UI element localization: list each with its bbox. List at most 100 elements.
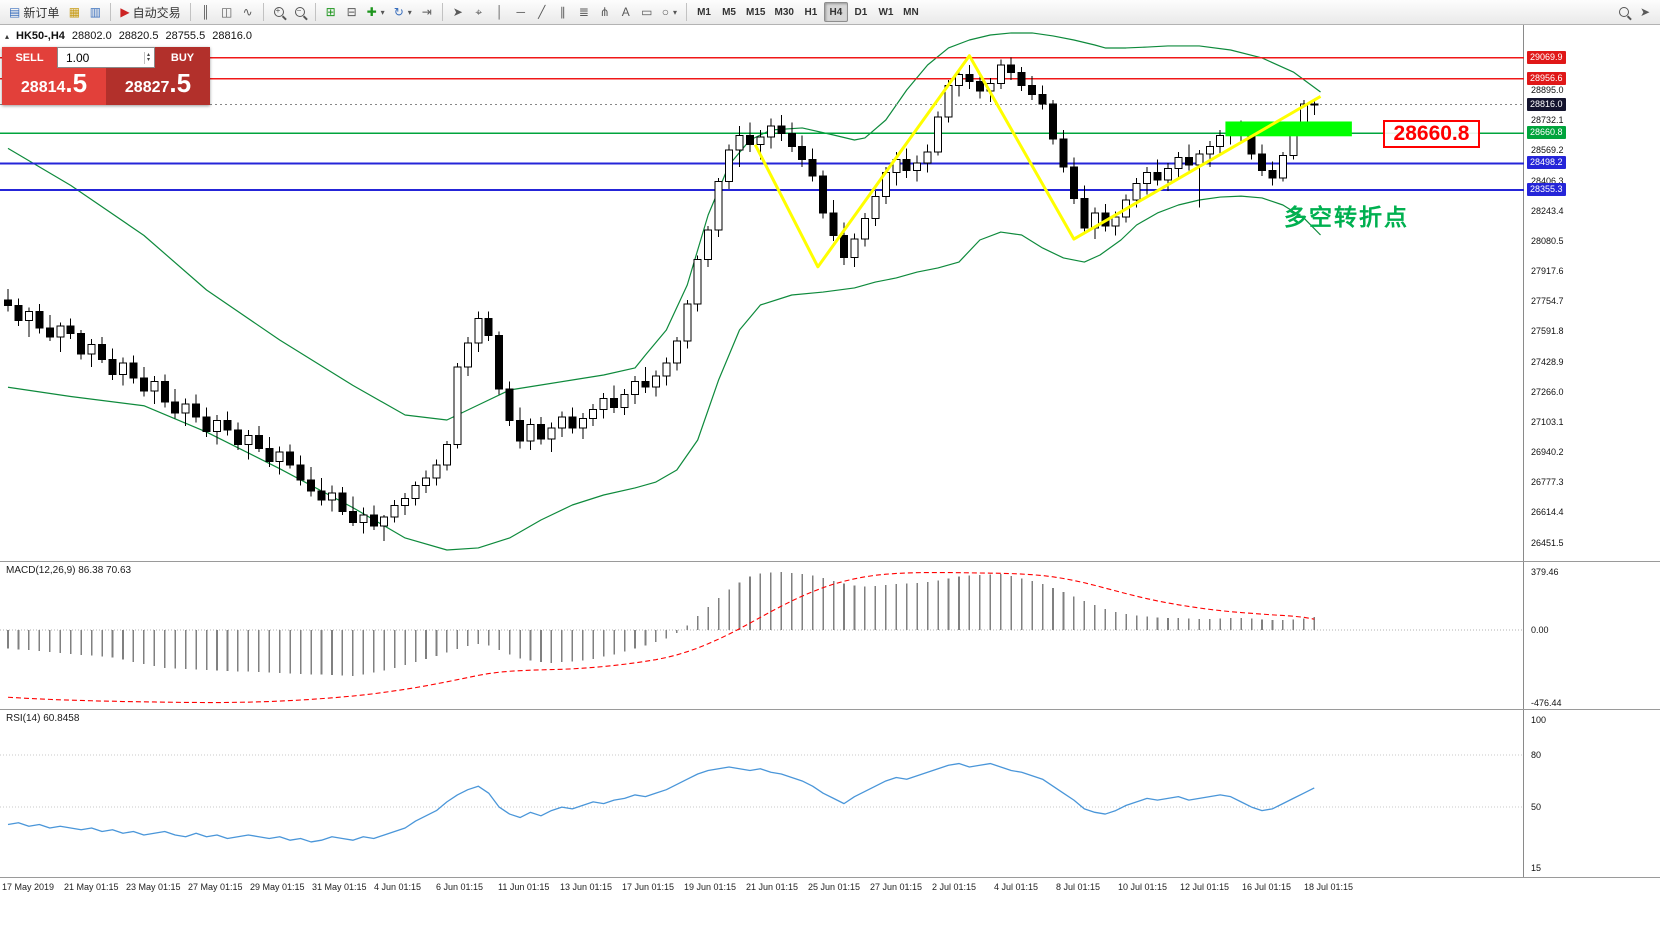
pitchfork-tool-button[interactable]: ⋔ <box>595 2 615 22</box>
time-label: 21 May 01:15 <box>64 882 119 892</box>
high-value: 28820.5 <box>118 30 159 42</box>
fibonacci-tool-button[interactable]: ≣ <box>574 2 594 22</box>
template-icon: ▦ <box>68 5 81 19</box>
macd-plot[interactable] <box>0 562 1524 709</box>
price-tick: 28406.3 <box>1531 175 1564 186</box>
ohlc-header: ▴ HK50-,H4 28802.0 28820.5 28755.5 28816… <box>5 30 252 42</box>
shapes-icon: ○ <box>661 5 670 19</box>
symbol-period-label: HK50-,H4 <box>16 30 65 42</box>
chart-shift-button[interactable]: ⇥ <box>417 2 437 22</box>
price-tick: 26451.5 <box>1531 537 1564 548</box>
spinner-down-icon[interactable]: ▾ <box>146 56 150 63</box>
bar-chart-button[interactable]: ║ <box>196 2 216 22</box>
buy-price-main: 28827 <box>124 79 170 96</box>
chevron-down-icon: ▾ <box>673 7 678 17</box>
cursor-tool-button[interactable]: ➤ <box>448 2 468 22</box>
time-label: 12 Jul 01:15 <box>1180 882 1230 892</box>
time-label: 21 Jun 01:15 <box>746 882 799 892</box>
template-button[interactable]: ▦ <box>64 2 84 22</box>
price-badge: 28660.8 <box>1527 126 1566 140</box>
crosshair-icon: ⌖ <box>475 5 483 19</box>
timeframe-h4[interactable]: H4 <box>823 2 848 22</box>
vertical-line-tool-button[interactable]: │ <box>490 2 510 22</box>
volume-input[interactable]: 1.00 ▴ ▾ <box>57 47 155 68</box>
new-order-button[interactable]: ▤ 新订单 <box>5 2 63 22</box>
buy-price[interactable]: 28827 .5 <box>106 68 210 105</box>
time-label: 18 Jul 01:15 <box>1304 882 1354 892</box>
price-badge: 28355.3 <box>1527 182 1566 196</box>
timeframe-mn[interactable]: MN <box>903 6 919 18</box>
volume-spinner[interactable]: ▴ ▾ <box>143 51 152 64</box>
navigator-button[interactable]: ⊞ <box>321 2 341 22</box>
sell-price-main: 28814 <box>20 79 66 96</box>
zoom-in-button[interactable]: + <box>269 2 289 22</box>
text-tool-button[interactable]: A <box>616 2 636 22</box>
timeframe-m15[interactable]: M15 <box>746 6 766 18</box>
rsi-plot[interactable] <box>0 710 1524 877</box>
time-label: 17 Jun 01:15 <box>622 882 675 892</box>
sell-price[interactable]: 28814 .5 <box>2 68 106 105</box>
candle-chart-icon: ◫ <box>220 5 233 19</box>
timeframe-m30[interactable]: M30 <box>774 6 794 18</box>
terminal-icon: ⊟ <box>346 5 357 19</box>
horizontal-line-tool-button[interactable]: ─ <box>511 2 531 22</box>
rsi-title: RSI(14) 60.8458 <box>6 713 80 724</box>
rsi-axis-label: 80 <box>1531 749 1542 760</box>
macd-axis-label: 0.00 <box>1531 625 1549 635</box>
line-chart-button[interactable]: ∿ <box>238 2 258 22</box>
price-tick: 27266.0 <box>1531 386 1564 397</box>
price-tick: 26614.4 <box>1531 507 1564 518</box>
label-tool-button[interactable]: ▭ <box>637 2 657 22</box>
time-label: 13 Jun 01:15 <box>560 882 613 892</box>
one-click-expander-icon[interactable]: ▴ <box>5 31 10 41</box>
main-chart-plot[interactable] <box>0 25 1524 561</box>
channel-icon: ∥ <box>559 5 566 19</box>
volume-value: 1.00 <box>66 50 90 65</box>
chevron-down-icon: ▾ <box>380 7 385 17</box>
time-label: 4 Jul 01:15 <box>994 882 1039 892</box>
price-tick: 27754.7 <box>1531 296 1564 307</box>
autotrade-button[interactable]: ▶ 自动交易 <box>116 2 184 22</box>
timeframe-h1[interactable]: H1 <box>804 6 818 18</box>
chart-shift-icon: ⇥ <box>421 5 432 19</box>
time-label: 27 May 01:15 <box>188 882 243 892</box>
pointer-button[interactable]: ➤ <box>1635 2 1655 22</box>
macd-title: MACD(12,26,9) 86.38 70.63 <box>6 565 132 576</box>
zoom-out-button[interactable]: − <box>290 2 310 22</box>
timeframe-m1[interactable]: M1 <box>697 6 711 18</box>
buy-button[interactable]: BUY <box>155 47 210 68</box>
price-axis[interactable]: 28895.0 28732.1 28569.2 28406.3 28243.4 28080… <box>1526 25 1660 561</box>
rsi-panel: 100 80 50 15 RSI(14) 60.8458 <box>0 710 1660 878</box>
shapes-tool-button[interactable]: ○ ▾ <box>658 2 681 22</box>
price-badge: 28956.6 <box>1527 71 1566 85</box>
timeframe-m5[interactable]: M5 <box>722 6 736 18</box>
search-button[interactable] <box>1614 2 1634 22</box>
terminal-button[interactable]: ⊟ <box>342 2 362 22</box>
time-label: 6 Jun 01:15 <box>436 882 484 892</box>
price-tick: 28569.2 <box>1531 145 1564 156</box>
time-axis[interactable]: 17 May 2019 21 May 01:15 23 May 01:15 27 Ma… <box>0 878 1660 900</box>
macd-axis-label: -476.44 <box>1531 697 1562 708</box>
add-indicator-button[interactable]: ✚ ▾ <box>363 2 389 22</box>
spinner-up-icon[interactable]: ▴ <box>146 51 150 58</box>
timeframe-w1[interactable]: W1 <box>878 6 894 18</box>
crosshair-tool-button[interactable]: ⌖ <box>469 2 489 22</box>
candle-chart-button[interactable]: ◫ <box>217 2 237 22</box>
search-icon <box>1619 7 1629 17</box>
vertical-line-icon: │ <box>496 5 504 19</box>
time-label: 29 May 01:15 <box>250 882 305 892</box>
macd-axis-label: 379.46 <box>1531 567 1559 577</box>
toolbar-separator <box>686 3 688 21</box>
pointer-icon: ➤ <box>1639 5 1651 19</box>
time-label: 31 May 01:15 <box>312 882 367 892</box>
channel-tool-button[interactable]: ∥ <box>553 2 573 22</box>
profiles-button[interactable]: ▥ <box>85 2 105 22</box>
timeframe-d1[interactable]: D1 <box>854 6 868 18</box>
trendline-tool-button[interactable]: ╱ <box>532 2 552 22</box>
open-value: 28802.0 <box>71 30 112 42</box>
time-label: 10 Jul 01:15 <box>1118 882 1168 892</box>
auto-scroll-icon: ↻ <box>393 5 404 19</box>
sell-button[interactable]: SELL <box>2 47 57 68</box>
auto-scroll-button[interactable]: ↻ ▾ <box>390 2 416 22</box>
fibonacci-icon: ≣ <box>578 5 589 19</box>
